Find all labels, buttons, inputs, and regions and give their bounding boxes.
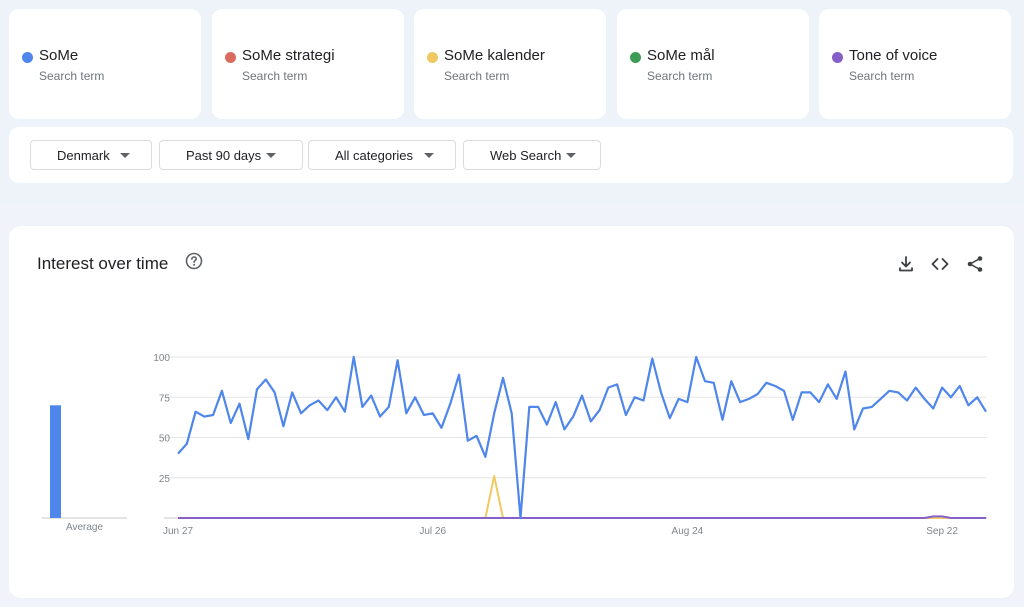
term-color-dot xyxy=(225,52,236,63)
x-tick-label: Aug 24 xyxy=(672,526,704,537)
term-color-dot xyxy=(832,52,843,63)
interest-over-time-chart: 25 50 75 100 Jun 27 Jul 26 Aug 24 Sep 22 Average xyxy=(42,353,987,537)
search-term-type-label: Search term xyxy=(647,69,713,83)
search-type-filter-label: Web Search xyxy=(490,148,562,163)
time-range-filter-label: Past 90 days xyxy=(186,148,262,163)
chevron-down-icon xyxy=(266,153,276,158)
search-term-label: SoMe kalender xyxy=(444,47,545,64)
series-line xyxy=(178,515,986,519)
search-term-type-label: Search term xyxy=(444,69,510,83)
category-filter-dropdown[interactable]: All categories xyxy=(308,140,456,170)
x-tick-label: Jul 26 xyxy=(419,526,446,537)
search-term-label: SoMe xyxy=(39,47,79,64)
category-filter-label: All categories xyxy=(335,148,414,163)
top-section: SoMe Search term SoMe strategi Search term S… xyxy=(0,0,1024,205)
search-term-type-label: Search term xyxy=(39,69,105,83)
search-term-card[interactable]: SoMe kalender Search term xyxy=(414,9,606,119)
average-bar xyxy=(50,405,61,518)
search-term-type-label: Search term xyxy=(242,69,308,83)
search-term-label: SoMe strategi xyxy=(242,47,335,64)
search-term-label: SoMe mål xyxy=(647,47,715,64)
chevron-down-icon xyxy=(566,153,576,158)
embed-code-icon[interactable] xyxy=(930,254,950,274)
region-filter-dropdown[interactable]: Denmark xyxy=(30,140,152,170)
chevron-down-icon xyxy=(120,153,130,158)
term-color-dot xyxy=(22,52,33,63)
term-color-dot xyxy=(427,52,438,63)
download-icon[interactable] xyxy=(896,254,916,274)
x-tick-label: Jun 27 xyxy=(163,526,193,537)
series-line xyxy=(178,475,986,519)
y-tick-label: 50 xyxy=(159,434,171,445)
region-filter-label: Denmark xyxy=(57,148,110,163)
filter-bar: Denmark Past 90 days All categories Web … xyxy=(9,127,1013,183)
y-tick-label: 75 xyxy=(159,393,171,404)
search-term-type-label: Search term xyxy=(849,69,915,83)
y-tick-label: 100 xyxy=(153,353,170,364)
time-range-filter-dropdown[interactable]: Past 90 days xyxy=(159,140,303,170)
series-line xyxy=(177,355,987,520)
help-icon[interactable] xyxy=(185,252,203,270)
average-label: Average xyxy=(66,522,104,533)
term-color-dot xyxy=(630,52,641,63)
search-type-filter-dropdown[interactable]: Web Search xyxy=(463,140,601,170)
search-term-card[interactable]: SoMe Search term xyxy=(9,9,201,119)
search-term-label: Tone of voice xyxy=(849,47,938,64)
interest-over-time-panel: Interest over time 25 50 75 100 Jun 27 Jul 26… xyxy=(9,226,1014,598)
search-term-card[interactable]: SoMe mål Search term xyxy=(617,9,809,119)
search-term-card[interactable]: Tone of voice Search term xyxy=(819,9,1011,119)
x-tick-label: Sep 22 xyxy=(926,526,958,537)
share-icon[interactable] xyxy=(965,254,985,274)
panel-title: Interest over time xyxy=(37,254,169,273)
y-tick-label: 25 xyxy=(159,474,171,485)
search-term-card[interactable]: SoMe strategi Search term xyxy=(212,9,404,119)
chevron-down-icon xyxy=(424,153,434,158)
